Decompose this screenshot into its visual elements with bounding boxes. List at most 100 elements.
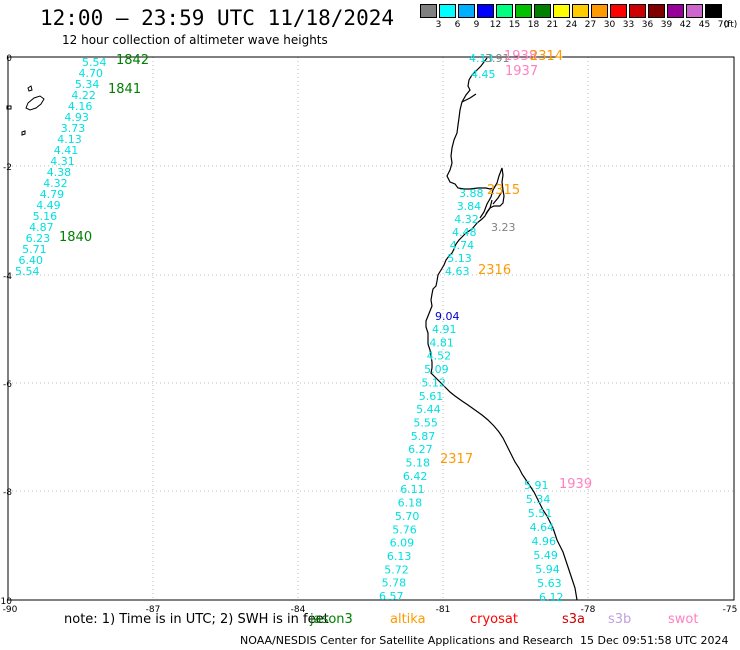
page-title: 12:00 – 23:59 UTC 11/18/2024 — [40, 6, 395, 30]
lat-tick-label: -8 — [3, 488, 12, 498]
wave-height-value: 4.63 — [445, 265, 470, 278]
legend-swatch — [534, 4, 551, 18]
satellite-s3b: s3b — [608, 612, 632, 627]
wave-height-value: 6.18 — [398, 497, 423, 510]
wave-height-value: 5.91 — [524, 479, 549, 492]
lon-tick-label: -81 — [436, 605, 451, 615]
wave-height-value: 5.13 — [447, 252, 472, 265]
wave-height-value: 5.34 — [75, 78, 100, 91]
legend-swatch — [553, 4, 570, 18]
wave-height-value: 4.13 — [57, 133, 82, 146]
satellite-jason3: jason3 — [310, 612, 353, 627]
legend-swatch — [477, 4, 494, 18]
wave-height-value: 6.12 — [539, 591, 564, 604]
wave-height-value: 4.13 — [469, 52, 494, 65]
wave-height-value: 5.72 — [384, 563, 409, 576]
altimeter-tracks: 5.544.705.344.224.164.933.734.134.414.31… — [15, 52, 564, 604]
footer-note: note: 1) Time is in UTC; 2) SWH is in fe… — [64, 612, 329, 627]
legend-swatch — [686, 4, 703, 18]
wave-height-value: 4.79 — [40, 188, 64, 201]
wave-height-value: 6.40 — [19, 254, 44, 267]
wave-height-value: 5.94 — [535, 563, 560, 576]
lon-tick-label: -75 — [723, 605, 738, 615]
lat-tick-label: 0 — [6, 54, 12, 64]
legend-swatch — [496, 4, 513, 18]
wave-height-value: 5.78 — [382, 577, 407, 590]
lat-tick-label: -6 — [3, 380, 12, 390]
wave-height-value: 5.87 — [411, 430, 436, 443]
wave-height-value: 6.27 — [408, 443, 433, 456]
lat-tick-label: -2 — [3, 163, 12, 173]
legend-label: 6 — [454, 20, 461, 30]
satellite-cryosat: cryosat — [470, 612, 518, 627]
wave-height-value: 4.52 — [427, 350, 452, 363]
wave-height-value: 5.44 — [416, 403, 441, 416]
legend-label: 70 — [717, 20, 730, 30]
wave-height-value: 6.42 — [403, 470, 428, 483]
wave-height-value: 5.61 — [419, 390, 444, 403]
pass-time-label: 1840 — [59, 230, 92, 245]
wave-height-value: 6.57 — [379, 590, 404, 603]
pass-time-label: 1939 — [559, 477, 592, 492]
wave-height-value: 3.88 — [459, 187, 484, 200]
page-subtitle: 12 hour collection of altimeter wave hei… — [62, 33, 328, 47]
pass-time-label: 2317 — [440, 452, 473, 467]
wave-height-value: 5.09 — [424, 363, 449, 376]
wave-height-value: 4.45 — [471, 68, 496, 81]
pass-time-label: 1842 — [116, 53, 149, 68]
wave-height-value: 3.73 — [61, 122, 86, 135]
legend-swatch — [629, 4, 646, 18]
wave-height-value: 4.32 — [454, 213, 479, 226]
wave-height-value: 4.38 — [47, 166, 71, 179]
legend-swatch — [515, 4, 532, 18]
legend-label: 30 — [603, 20, 616, 30]
map-grid — [7, 56, 735, 601]
legend-label: 9 — [473, 20, 480, 30]
wave-height-value: 5.70 — [395, 510, 420, 523]
wave-height-value: 4.22 — [71, 89, 96, 102]
wave-height-value: 5.54 — [15, 265, 40, 278]
legend-label: 3 — [435, 20, 442, 30]
wave-height-value: 3.91 — [485, 52, 510, 65]
wave-height-value: 4.81 — [429, 336, 454, 349]
map-frame — [7, 56, 735, 601]
galapagos-islands — [6, 85, 45, 136]
wave-height-value: 6.11 — [400, 483, 425, 496]
wave-height-value: 6.13 — [387, 550, 412, 563]
wave-height-value: 5.71 — [22, 243, 46, 256]
wave-height-value: 5.18 — [406, 457, 431, 470]
axis-labels: -90 -87 -84 -81 -78 -75 0 -2 -4 -6 -8 -10 — [0, 54, 737, 615]
pass-time-label: 2316 — [478, 263, 511, 278]
wave-height-value: 5.49 — [533, 549, 558, 562]
legend-label: 42 — [679, 20, 692, 30]
wave-height-value: 5.34 — [526, 493, 551, 506]
legend-label: 33 — [622, 20, 635, 30]
wave-height-value: 4.93 — [64, 111, 89, 124]
satellite-swot: swot — [668, 612, 699, 627]
generated-timestamp: 15 Dec 09:51:58 UTC 2024 — [580, 634, 729, 647]
wave-height-value: 6.09 — [390, 537, 415, 550]
wave-height-value: 4.96 — [532, 535, 557, 548]
legend-swatch — [610, 4, 627, 18]
wave-height-value: 3.23 — [491, 221, 516, 234]
legend-label: 18 — [527, 20, 540, 30]
legend-label: 24 — [565, 20, 578, 30]
wave-height-value: 5.55 — [413, 416, 438, 429]
legend-label: 45 — [698, 20, 711, 30]
legend-swatch — [591, 4, 608, 18]
legend-label: 21 — [546, 20, 559, 30]
wave-height-value: 4.32 — [43, 177, 67, 190]
wave-height-value: 5.12 — [421, 376, 446, 389]
legend-swatch — [648, 4, 665, 18]
wave-height-value: 3.84 — [457, 200, 482, 213]
legend-label: 36 — [641, 20, 654, 30]
wave-height-value: 4.87 — [29, 221, 53, 234]
wave-height-value: 5.51 — [528, 507, 553, 520]
legend-swatch — [667, 4, 684, 18]
legend-label: 27 — [584, 20, 597, 30]
legend-swatch — [458, 4, 475, 18]
wave-height-value: 4.49 — [36, 199, 61, 212]
pass-time-label: 2314 — [530, 49, 563, 64]
